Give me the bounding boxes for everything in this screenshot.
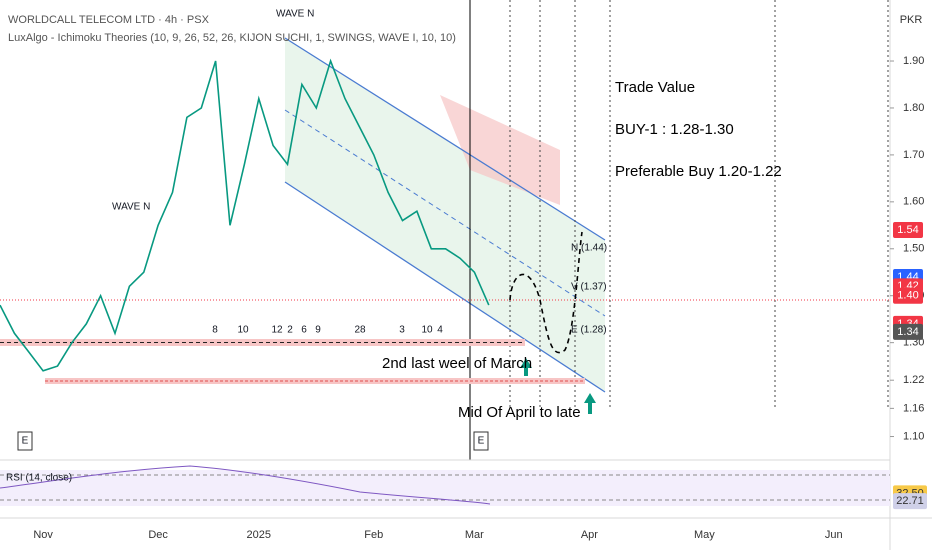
wave-label: WAVE N: [276, 9, 314, 20]
rsi-line: [0, 465, 491, 505]
note: BUY-1 : 1.28-1.30: [615, 121, 734, 138]
price-line: [0, 58, 490, 372]
note: 2nd last weel of March: [382, 355, 532, 372]
count-label: 3: [399, 325, 405, 336]
price-badge-label: 1.54: [897, 224, 918, 236]
arrow: [584, 393, 596, 414]
y-tick-label: 1.80: [903, 102, 924, 114]
arrow: [520, 358, 532, 376]
count-label: 10: [237, 325, 249, 336]
price-badge: [893, 323, 923, 340]
projection: [509, 231, 583, 354]
count-label: 12: [271, 325, 283, 336]
x-tick-label: May: [694, 529, 715, 541]
wave-label: WAVE N: [112, 202, 150, 213]
level-label: E (1.28): [571, 325, 607, 336]
currency: PKR: [900, 14, 923, 26]
count-label: 10: [421, 325, 433, 336]
rsi-name: RSI (14, close): [6, 473, 72, 484]
event-box: [17, 431, 33, 451]
rsi-badge-label: 22.71: [896, 495, 924, 507]
price-badge: [893, 222, 923, 238]
event-label: E: [22, 436, 29, 447]
rsi-badge: [893, 493, 927, 510]
channel-mid: [284, 109, 606, 317]
y-tick-label: 1.70: [903, 149, 924, 161]
count-label: 2: [287, 325, 293, 336]
y-tick-label: 1.50: [903, 243, 924, 255]
count-label: 8: [212, 325, 218, 336]
count-label: 4: [437, 325, 443, 336]
channel-lower: [284, 181, 606, 393]
level-label: N (1.44): [571, 243, 607, 254]
count-label: 9: [315, 325, 321, 336]
level-label: V (1.37): [571, 282, 607, 293]
count-label: 28: [354, 325, 366, 336]
y-tick-label: 1.90: [903, 55, 924, 67]
y-tick-label: 1.16: [903, 402, 924, 414]
price-badge-label: 1.40: [897, 290, 918, 302]
y-tick-label: 1.10: [903, 430, 924, 442]
note: Trade Value: [615, 79, 695, 96]
price-badge: [893, 287, 923, 304]
channel-upper: [284, 37, 606, 241]
chart-title: WORLDCALL TELECOM LTD · 4h · PSX: [8, 14, 210, 26]
x-tick-label: Apr: [581, 529, 598, 541]
note: Mid Of April to late: [458, 404, 581, 421]
y-tick-label: 1.22: [903, 374, 924, 386]
x-tick-label: Jun: [825, 529, 843, 541]
count-label: 6: [301, 325, 307, 336]
subtitle: LuxAlgo - Ichimoku Theories (10, 9, 26, …: [8, 32, 456, 44]
x-tick-label: Nov: [33, 529, 53, 541]
event-label: E: [478, 436, 485, 447]
y-tick-label: 1.60: [903, 196, 924, 208]
x-tick-label: 2025: [247, 529, 271, 541]
note: Preferable Buy 1.20-1.22: [615, 163, 782, 180]
x-tick-label: Dec: [148, 529, 168, 541]
event-box: [473, 431, 489, 451]
x-tick-label: Feb: [364, 529, 383, 541]
x-tick-label: Mar: [465, 529, 484, 541]
price-badge-label: 1.34: [897, 326, 918, 338]
channel-fill: [285, 38, 605, 392]
